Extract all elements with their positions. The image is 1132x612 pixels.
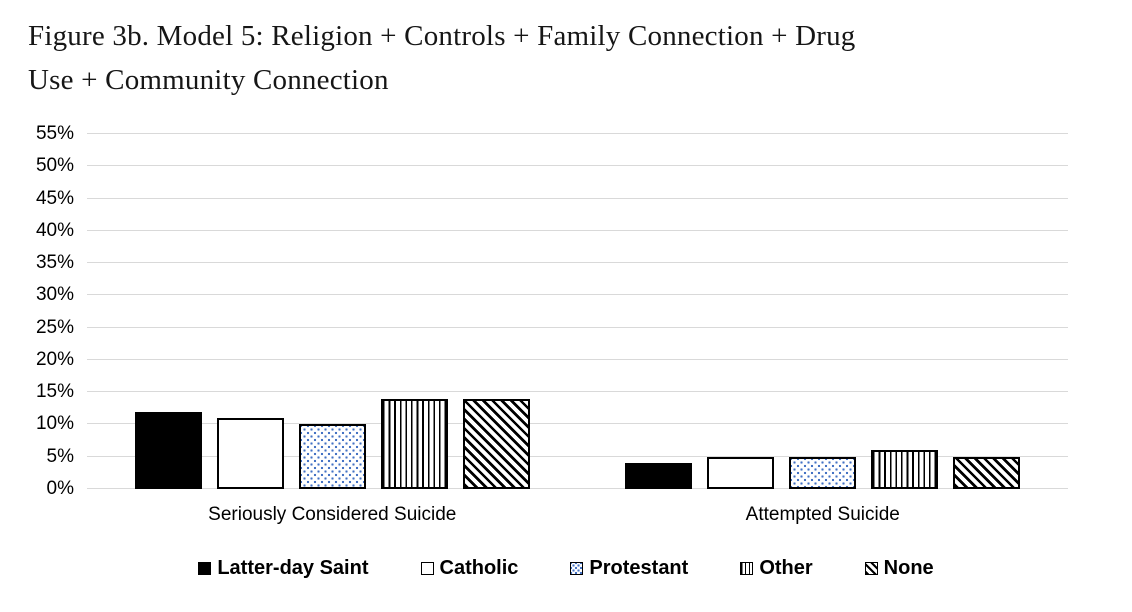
bar-other-seriously-considered-suicide — [380, 398, 448, 489]
gridline-0 — [87, 488, 1068, 489]
legend-item-latter-day-saint: Latter-day Saint — [198, 556, 369, 580]
y-tick-label-35: 35% — [35, 252, 74, 274]
y-tick-label-50: 50% — [35, 155, 74, 177]
y-tick-label-10: 10% — [35, 413, 74, 435]
y-tick-label-30: 30% — [35, 284, 74, 306]
y-tick-label-55: 55% — [35, 123, 74, 144]
legend-label-catholic: Catholic — [439, 556, 519, 579]
legend-label-protestant: Protestant — [589, 556, 689, 579]
y-axis: 0% 5% 10% 15% 20% 25% 30% 35% 40% 45% 50% 55% — [0, 123, 74, 499]
legend-swatch-latter-day-saint — [198, 561, 212, 575]
y-tick-label-15: 15% — [35, 381, 74, 403]
legend-label-other: Other — [759, 556, 813, 579]
gridline-30 — [87, 294, 1068, 296]
gridline-10 — [87, 423, 1068, 425]
y-tick-label-0: 0% — [46, 478, 74, 499]
gridline-25 — [87, 326, 1068, 328]
legend-swatch-catholic — [420, 561, 434, 575]
legend-item-protestant: Protestant — [570, 557, 688, 580]
gridline-15 — [87, 391, 1068, 393]
bar-catholic-seriously-considered-suicide — [216, 418, 284, 489]
gridline-5 — [87, 455, 1068, 457]
legend-swatch-none — [864, 561, 878, 575]
legend-swatch-other — [740, 561, 754, 575]
bar-other-attempted-suicide — [871, 450, 939, 489]
y-tick-label-25: 25% — [35, 316, 74, 338]
y-tick-label-5: 5% — [46, 445, 74, 467]
legend-item-other: Other — [740, 556, 813, 580]
bar-none-attempted-suicide — [953, 456, 1021, 489]
gridline-35 — [87, 262, 1068, 264]
bar-latter-day-saint-attempted-suicide — [625, 463, 693, 489]
gridline-50 — [87, 165, 1068, 167]
legend-item-catholic: Catholic — [420, 556, 519, 580]
bar-group-attempted-suicide — [578, 134, 1069, 489]
legend-label-latter-day-saint: Latter-day Saint — [217, 556, 369, 579]
x-axis: Seriously Considered Suicide Attempted Su… — [87, 504, 1068, 526]
y-tick-label-45: 45% — [35, 187, 74, 209]
bar-latter-day-saint-seriously-considered-suicide — [134, 411, 202, 489]
figure-title-line-1: Figure 3b. Model 5: Religion + Controls … — [28, 20, 856, 52]
bar-protestant-attempted-suicide — [789, 456, 857, 489]
y-tick-label-20: 20% — [35, 348, 74, 370]
gridline-40 — [87, 229, 1068, 231]
category-label-attempted-suicide: Attempted Suicide — [745, 504, 900, 525]
legend: Latter-day Saint Catholic Protestant Other N… — [0, 553, 1132, 583]
plot-area — [87, 133, 1069, 489]
legend-label-none: None — [883, 556, 934, 579]
figure-title: Figure 3b. Model 5: Religion + Controls … — [28, 14, 1108, 102]
bar-none-seriously-considered-suicide — [462, 398, 530, 489]
bar-protestant-seriously-considered-suicide — [298, 424, 366, 489]
legend-item-none: None — [864, 556, 934, 580]
category-label-seriously-considered-suicide: Seriously Considered Suicide — [208, 504, 457, 525]
y-tick-label-40: 40% — [35, 219, 74, 241]
bar-catholic-attempted-suicide — [707, 456, 775, 489]
gridline-20 — [87, 358, 1068, 360]
legend-swatch-protestant — [570, 561, 584, 575]
gridline-45 — [87, 197, 1068, 199]
figure-title-line-2: Use + Community Connection — [28, 64, 389, 96]
bar-group-seriously-considered-suicide — [87, 134, 578, 489]
gridline-55 — [87, 133, 1068, 134]
